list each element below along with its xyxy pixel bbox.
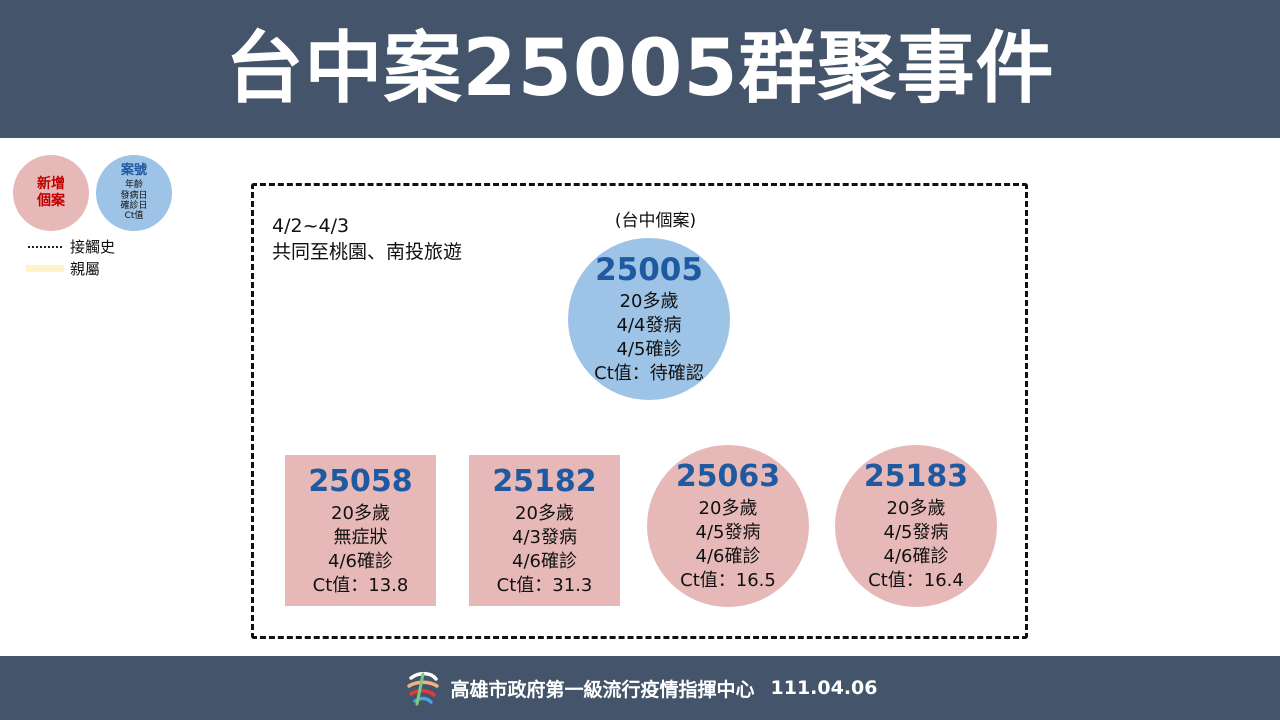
source-case-node: 25005 20多歲 4/4發病 4/5確診 Ct值：待確認: [568, 238, 730, 400]
case-node-1: 25058 20多歲 無症狀 4/6確診 Ct值：13.8: [285, 455, 436, 606]
travel-dates: 4/2~4/3: [272, 215, 350, 237]
legend-key-onset: 發病日: [120, 190, 148, 201]
case-id: 25182: [492, 463, 597, 499]
legend-key-ct: Ct值: [124, 211, 144, 222]
legend-key-confirmed: 確診日: [120, 200, 148, 211]
legend-key-age: 年齡: [124, 180, 143, 191]
legend-key-title: 案號: [120, 163, 147, 179]
case-onset: 無症狀: [333, 526, 388, 548]
case-ct: Ct值：16.4: [868, 570, 964, 591]
case-ct: Ct值：待確認: [594, 363, 704, 384]
page-title: 台中案25005群聚事件: [225, 24, 1055, 114]
case-age: 20多歲: [698, 498, 758, 519]
case-age: 20多歲: [515, 502, 574, 524]
legend-family: 親屬: [26, 258, 101, 279]
legend-case-key: 案號 年齡 發病日 確診日 Ct值: [96, 155, 172, 231]
family-band-swatch: [26, 265, 64, 272]
case-age: 20多歲: [331, 502, 390, 524]
case-node-2: 25182 20多歲 4/3發病 4/6確診 Ct值：31.3: [469, 455, 620, 606]
kaohsiung-logo-icon: [406, 671, 439, 706]
footer-org: 高雄市政府第一級流行疫情指揮中心: [450, 678, 755, 701]
case-onset: 4/5發病: [695, 522, 761, 543]
case-node-4: 25183 20多歲 4/5發病 4/6確診 Ct值：16.4: [835, 445, 997, 607]
footer-bar: 高雄市政府第一級流行疫情指揮中心 111.04.06: [0, 656, 1280, 720]
case-confirmed: 4/5確診: [616, 339, 682, 360]
case-id: 25063: [675, 459, 781, 494]
case-age: 20多歲: [886, 498, 946, 519]
travel-note: 4/2~4/3 共同至桃園、南投旅遊: [272, 214, 462, 265]
footer-date: 111.04.06: [770, 677, 878, 699]
title-banner: 台中案25005群聚事件: [0, 0, 1280, 138]
case-node-3: 25063 20多歲 4/5發病 4/6確診 Ct值：16.5: [647, 445, 809, 607]
case-confirmed: 4/6確診: [328, 550, 393, 572]
case-confirmed: 4/6確診: [512, 550, 577, 572]
case-ct: Ct值：31.3: [496, 574, 593, 596]
case-age: 20多歲: [619, 291, 679, 312]
case-id: 25183: [863, 459, 969, 494]
legend-new-case-label: 新增 個案: [37, 175, 65, 210]
case-id: 25058: [308, 463, 413, 499]
legend-new-case: 新增 個案: [13, 155, 89, 231]
case-id: 25005: [595, 252, 703, 288]
legend-family-label: 親屬: [70, 260, 101, 278]
case-onset: 4/5發病: [883, 522, 949, 543]
case-onset: 4/3發病: [512, 526, 577, 548]
case-ct: Ct值：13.8: [312, 574, 409, 596]
case-onset: 4/4發病: [616, 315, 682, 336]
case-confirmed: 4/6確診: [883, 546, 949, 567]
travel-description: 共同至桃園、南投旅遊: [272, 240, 463, 263]
dotted-line-swatch: [28, 245, 62, 248]
case-ct: Ct值：16.5: [680, 570, 776, 591]
case-confirmed: 4/6確診: [695, 546, 761, 567]
main-case-caption: (台中個案): [614, 211, 697, 231]
legend-contact-label: 接觸史: [70, 238, 116, 256]
cluster-box: [251, 183, 1028, 639]
legend-contact: 接觸史: [28, 236, 115, 257]
